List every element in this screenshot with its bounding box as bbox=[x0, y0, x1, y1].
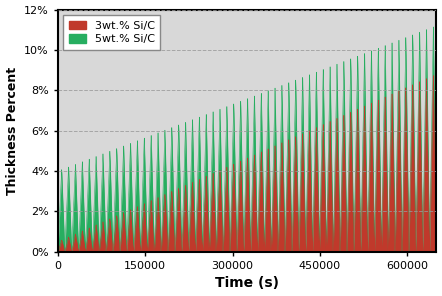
Y-axis label: Thickness Percent: Thickness Percent bbox=[6, 67, 19, 195]
X-axis label: Time (s): Time (s) bbox=[215, 276, 279, 290]
Legend: 3wt.% Si/C, 5wt.% Si/C: 3wt.% Si/C, 5wt.% Si/C bbox=[64, 15, 160, 50]
